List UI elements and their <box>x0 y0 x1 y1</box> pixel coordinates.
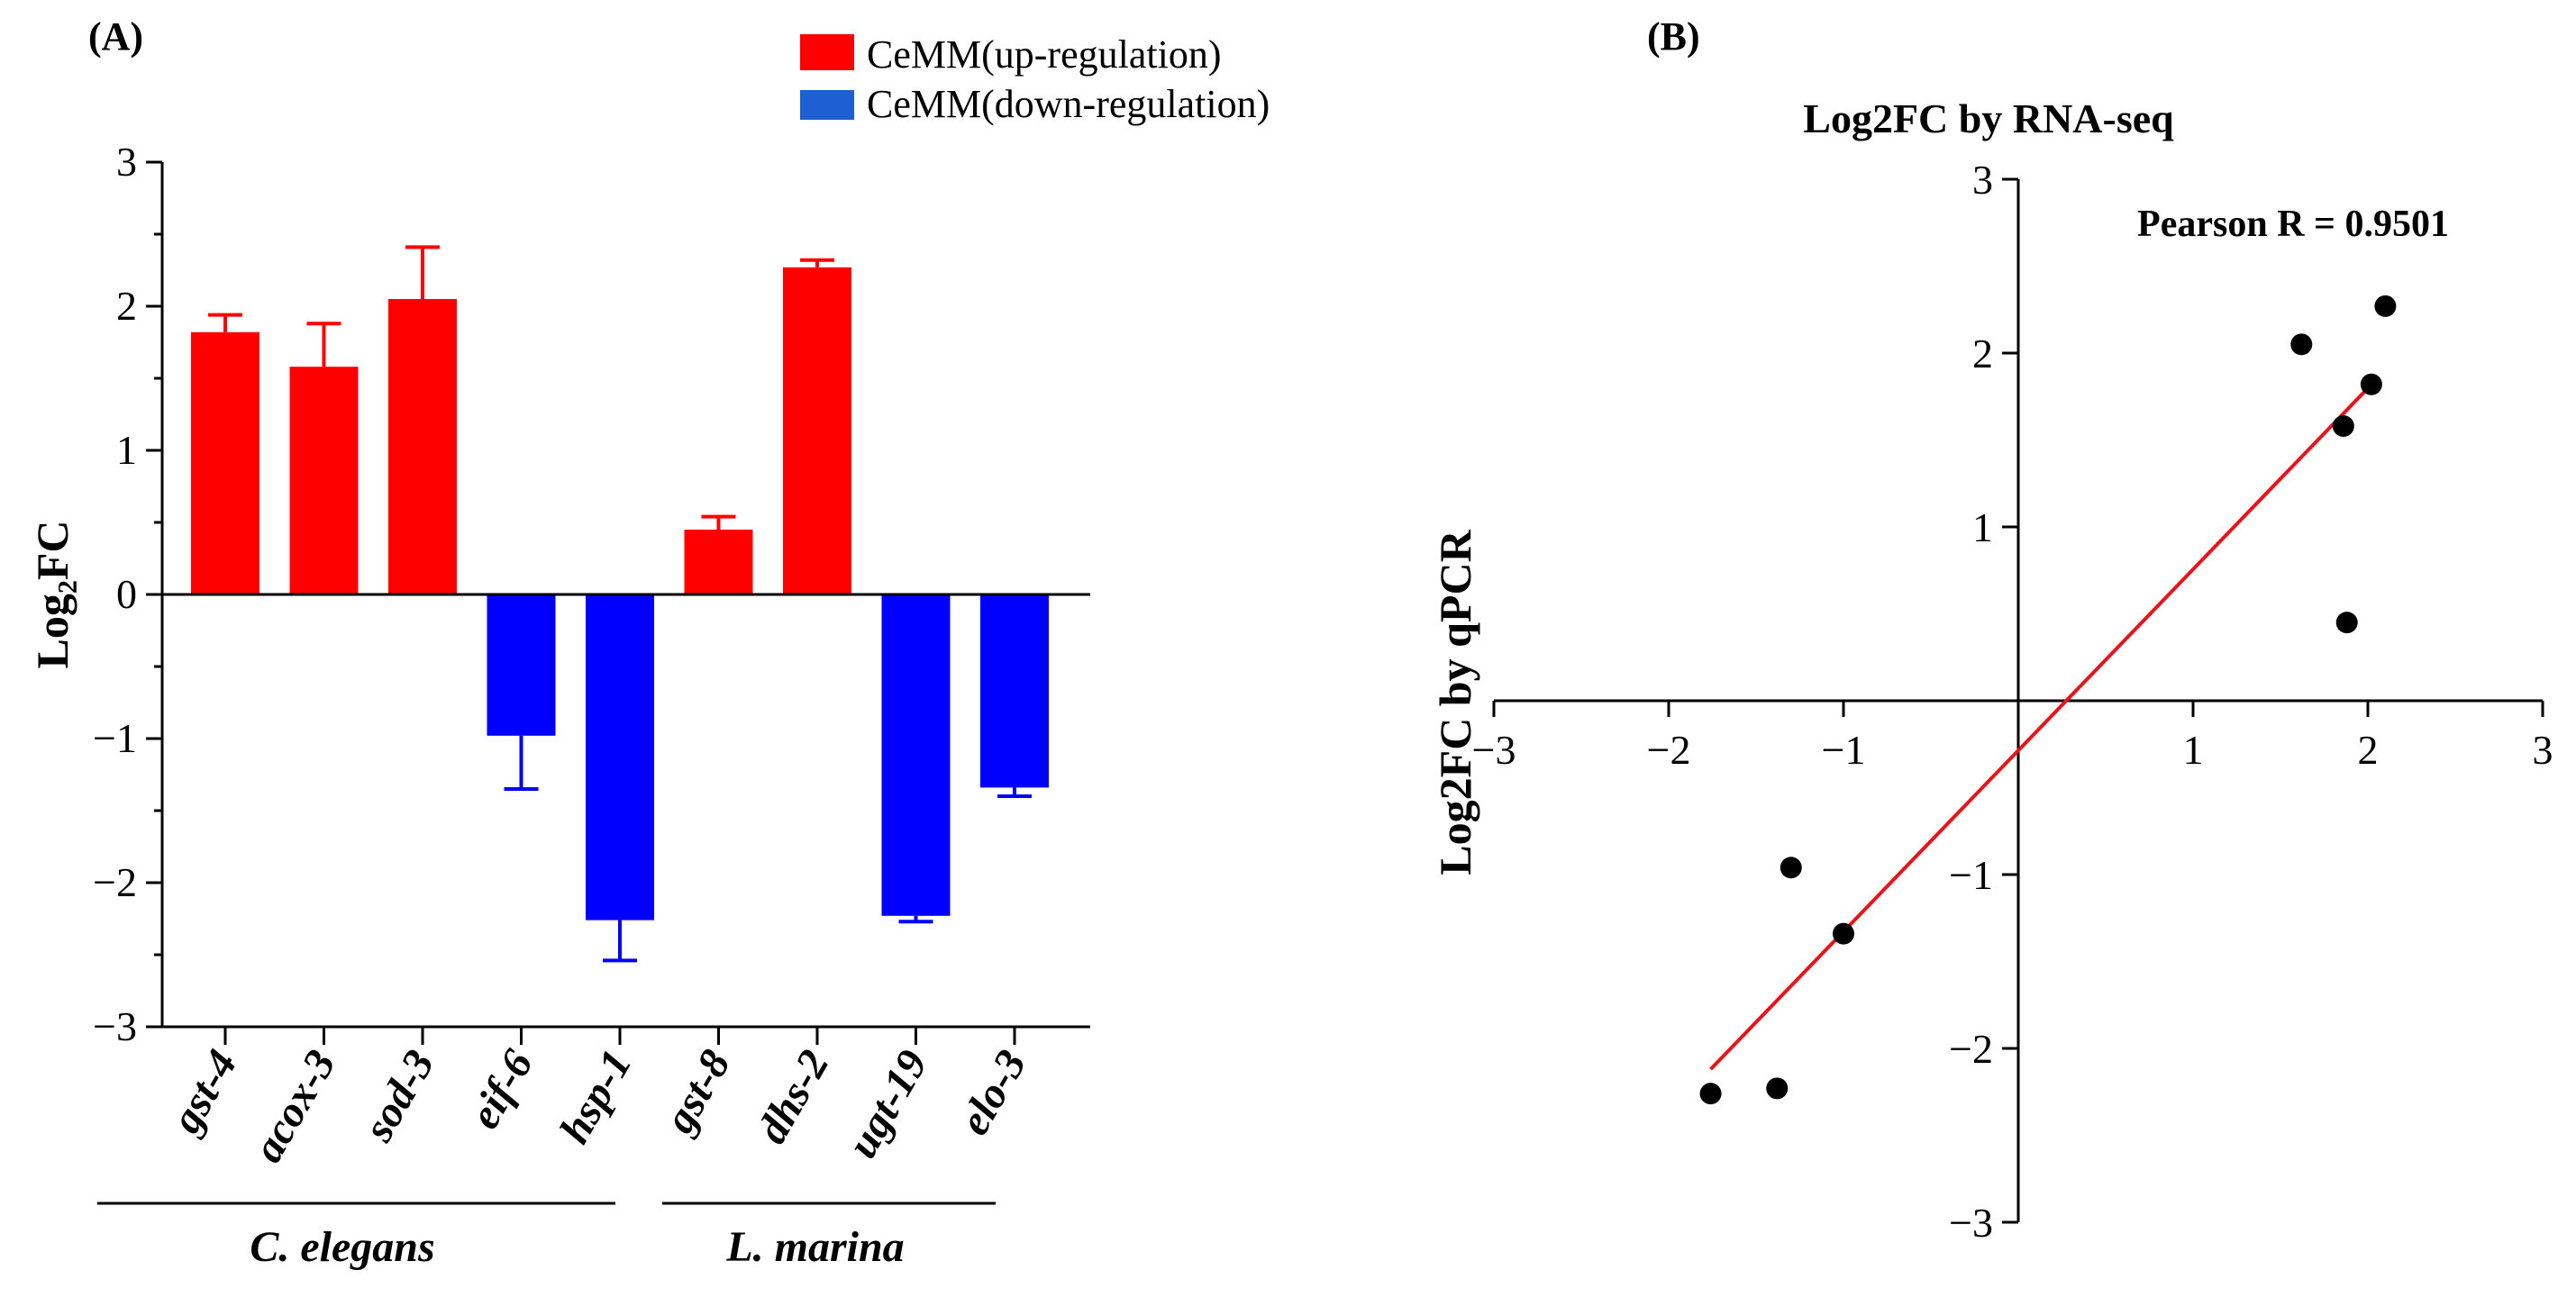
bar-acox-3 <box>289 367 359 594</box>
b-y-tick-label: −1 <box>1949 852 1993 898</box>
gene-label: gst-8 <box>655 1042 740 1142</box>
gene-label: ugt-19 <box>838 1042 937 1165</box>
b-y-tick-label: −3 <box>1949 1200 1993 1246</box>
a-y-axis-title: Log₂FC <box>27 521 77 669</box>
bar-dhs-2 <box>783 267 851 594</box>
legend: CeMM(up-regulation) CeMM(down-regulation… <box>800 32 1270 126</box>
b-axes: −3 −2 −1 1 2 3 3 2 1 −1 −2 −3 <box>1472 157 2553 1246</box>
b-x-tick-label: −1 <box>1822 727 1866 773</box>
scatter-point <box>1833 922 1854 945</box>
b-x-tick-label: 3 <box>2533 727 2553 773</box>
b-points <box>1699 295 2397 1105</box>
b-fit-line-group <box>1709 377 2379 1071</box>
b-chart-title: Log2FC by RNA-seq <box>1803 95 2174 141</box>
legend-up-swatch <box>800 34 854 70</box>
bar-sod-3 <box>388 299 457 594</box>
a-y-tick-label: 2 <box>116 283 137 329</box>
scatter-point <box>1766 1077 1789 1100</box>
b-x-tick-label: 2 <box>2358 727 2379 773</box>
scatter-point <box>2332 415 2354 438</box>
legend-down-label: CeMM(down-regulation) <box>867 82 1270 126</box>
b-y-tick-label: −2 <box>1949 1026 1993 1072</box>
b-x-tick-label: −2 <box>1647 727 1691 773</box>
a-y-axis: 3 2 1 0 −1 −2 −3 <box>93 139 164 1049</box>
scatter-point <box>2360 373 2382 395</box>
b-y-tick-label: 2 <box>1972 331 1993 376</box>
a-y-tick-label: 3 <box>116 139 137 185</box>
panel-a-label: (A) <box>88 14 143 59</box>
a-y-tick-label: −1 <box>93 715 137 761</box>
b-x-tick-label: 1 <box>2183 727 2204 773</box>
legend-down-swatch <box>800 90 854 120</box>
bar-hsp-1 <box>586 594 654 921</box>
bar-gst-4 <box>191 331 259 594</box>
a-bars <box>162 245 1090 963</box>
a-y-tick-label: 0 <box>116 571 137 617</box>
b-x-tick-label: −3 <box>1472 727 1516 773</box>
gene-label: eif-6 <box>460 1042 542 1137</box>
gene-label: hsp-1 <box>551 1042 642 1151</box>
b-y-tick-label: 3 <box>1972 157 1993 203</box>
regression-line <box>1709 377 2379 1071</box>
scatter-point <box>2374 295 2397 317</box>
scatter-point <box>1780 857 1802 879</box>
bar-gst-8 <box>684 530 753 594</box>
bar-eif-6 <box>487 594 556 736</box>
bar-elo-3 <box>980 594 1049 788</box>
legend-up-label: CeMM(up-regulation) <box>867 32 1221 77</box>
gene-label: sod-3 <box>354 1042 444 1150</box>
gene-label: dhs-2 <box>748 1042 839 1151</box>
species-label-c-elegans: C. elegans <box>250 1223 434 1271</box>
species-label-l-marina: L. marina <box>725 1223 904 1271</box>
panel-b-label: (B) <box>1647 14 1700 59</box>
b-y-tick-label: 1 <box>1972 504 1993 550</box>
a-y-tick-label: −2 <box>93 859 137 905</box>
scatter-point <box>1699 1083 1722 1105</box>
pearson-annotation: Pearson R = 0.9501 <box>2137 204 2449 245</box>
panel-b: (B) Log2FC by RNA-seq Pearson R = 0.9501… <box>1430 14 2553 1246</box>
gene-label: acox-3 <box>243 1042 345 1170</box>
gene-label: elo-3 <box>950 1042 1035 1143</box>
gene-label: gst-4 <box>161 1042 246 1142</box>
bar-ugt-19 <box>881 594 951 916</box>
a-y-tick-label: 1 <box>116 427 137 473</box>
scatter-point <box>2290 333 2313 356</box>
scatter-point <box>2335 612 2358 634</box>
a-y-tick-label: −3 <box>93 1003 137 1049</box>
panel-a: (A) CeMM(up-regulation) CeMM(down-regula… <box>27 14 1270 1271</box>
b-y-axis-title: Log2FC by qPCR <box>1430 529 1480 875</box>
